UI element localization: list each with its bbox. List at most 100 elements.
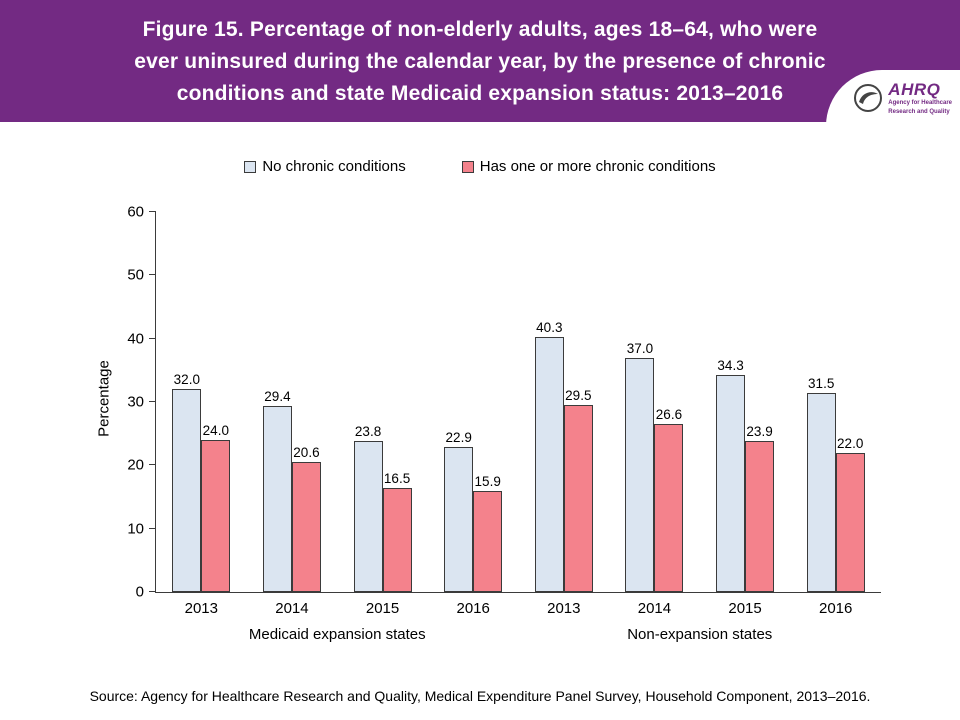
bar-value-label: 16.5 xyxy=(383,470,411,486)
bar-column: 22.9 xyxy=(444,212,474,592)
bar-column: 23.8 xyxy=(353,212,383,592)
bar-groups: 32.0 24.0 29.4 20.6 23.8 16.5 22.9 15.9 40.3 29.5… xyxy=(156,212,881,592)
header-band: Figure 15. Percentage of non-elderly adu… xyxy=(0,0,960,126)
bar-group: 31.5 22.0 xyxy=(806,212,865,592)
y-tick-mark xyxy=(149,211,156,212)
figure-title-line-1: Figure 15. Percentage of non-elderly adu… xyxy=(142,18,818,41)
bar-column: 34.3 xyxy=(716,212,746,592)
x-axis-group-labels: Medicaid expansion states Non-expansion s… xyxy=(156,626,881,643)
y-tick-label: 40 xyxy=(127,330,144,348)
bar xyxy=(563,405,593,592)
bar-group: 34.3 23.9 xyxy=(716,212,775,592)
figure-title-line-2: ever uninsured during the calendar year,… xyxy=(134,50,826,73)
y-tick-mark xyxy=(149,591,156,592)
bar-value-label: 22.9 xyxy=(445,429,472,445)
bar xyxy=(473,491,503,592)
ahrq-logo-text: AHRQ Agency for Healthcare Research and … xyxy=(888,81,952,116)
y-tick-mark xyxy=(149,464,156,466)
bar-group: 32.0 24.0 xyxy=(172,212,231,592)
legend-label-no-chronic: No chronic conditions xyxy=(262,158,406,175)
y-tick-mark xyxy=(149,527,156,529)
y-tick-label: 50 xyxy=(127,266,144,284)
bar-column: 15.9 xyxy=(473,212,503,592)
bar-value-label: 32.0 xyxy=(173,372,200,388)
bar-column: 16.5 xyxy=(382,212,412,592)
bar-column: 24.0 xyxy=(201,212,231,592)
bar xyxy=(835,452,865,592)
bar xyxy=(291,461,321,592)
ahrq-wordmark: AHRQ xyxy=(888,79,941,99)
bar-value-label: 23.9 xyxy=(746,423,773,439)
bar xyxy=(625,357,655,592)
bar-value-label: 23.8 xyxy=(354,424,382,440)
bar-column: 29.4 xyxy=(262,212,292,592)
hhs-eagle-icon xyxy=(854,84,883,112)
bar-value-label: 34.3 xyxy=(717,357,744,373)
bar xyxy=(716,374,746,592)
bar xyxy=(444,446,474,592)
bar xyxy=(201,440,231,592)
figure-title-line-3: conditions and state Medicaid expansion … xyxy=(176,82,784,105)
y-tick-mark xyxy=(149,401,156,402)
bar-value-label: 29.5 xyxy=(565,388,592,404)
bar-value-label: 26.6 xyxy=(655,406,683,422)
chart-legend: No chronic conditions Has one or more ch… xyxy=(0,158,960,175)
y-tick-label: 20 xyxy=(127,456,144,474)
bar-value-label: 20.6 xyxy=(293,444,320,460)
x-tick-label: 2014 xyxy=(637,600,672,617)
y-axis-title: Percentage xyxy=(95,360,113,437)
legend-item-no-chronic: No chronic conditions xyxy=(244,158,406,175)
bar-column: 26.6 xyxy=(654,212,684,592)
bar-group: 23.8 16.5 xyxy=(353,212,412,592)
x-tick-label: 2013 xyxy=(547,600,581,617)
y-tick-mark xyxy=(149,337,156,339)
bar xyxy=(654,423,684,592)
bar-column: 32.0 xyxy=(172,212,202,592)
x-tick-label: 2014 xyxy=(275,600,309,617)
ahrq-tagline-2: Research and Quality xyxy=(888,108,950,115)
bar-group: 29.4 20.6 xyxy=(262,212,321,592)
y-tick-label: 30 xyxy=(127,393,144,411)
bar-value-label: 40.3 xyxy=(536,319,563,335)
bar-column: 31.5 xyxy=(806,212,836,592)
legend-item-has-chronic: Has one or more chronic conditions xyxy=(461,158,716,175)
bar xyxy=(172,389,202,592)
bar-group: 22.9 15.9 xyxy=(444,212,503,592)
bar-column: 20.6 xyxy=(291,212,321,592)
bar-value-label: 22.0 xyxy=(837,435,864,451)
x-group-label: Non-expansion states xyxy=(627,626,773,643)
x-tick-label: 2015 xyxy=(728,600,762,617)
bar-value-label: 24.0 xyxy=(202,423,229,438)
source-note: Source: Agency for Healthcare Research a… xyxy=(89,688,871,704)
plot-area: 0 10 20 30 40 50 60 32.0 24.0 29.4 20.6 23.8 16.5 22… xyxy=(127,204,881,643)
bar-group: 40.3 29.5 xyxy=(534,212,593,592)
y-tick-label: 10 xyxy=(127,520,144,538)
bar-group: 37.0 26.6 xyxy=(625,212,684,592)
bar-column: 23.9 xyxy=(745,212,775,592)
bar-column: 29.5 xyxy=(563,212,593,592)
bar-value-label: 37.0 xyxy=(626,340,654,356)
bar xyxy=(534,336,564,592)
legend-label-has-chronic: Has one or more chronic conditions xyxy=(479,158,716,175)
bar xyxy=(806,392,836,592)
bar-value-label: 31.5 xyxy=(808,375,835,391)
ahrq-tagline-1: Agency for Healthcare xyxy=(888,99,952,106)
bar-value-label: 29.4 xyxy=(264,388,291,404)
x-tick-label: 2013 xyxy=(184,600,218,617)
y-tick-label: 60 xyxy=(127,203,144,221)
bar-column: 40.3 xyxy=(534,212,564,592)
x-tick-label: 2016 xyxy=(456,600,490,617)
bar-column: 22.0 xyxy=(835,212,865,592)
bar-value-label: 15.9 xyxy=(474,474,501,490)
x-axis-labels: 2013 2014 2015 2016 2013 2014 2015 2016 xyxy=(156,600,881,617)
legend-swatch-no-chronic xyxy=(244,160,257,173)
y-tick-label: 0 xyxy=(135,583,144,601)
x-tick-label: 2016 xyxy=(819,600,853,617)
legend-swatch-has-chronic xyxy=(461,160,474,173)
bar xyxy=(745,440,775,592)
bar xyxy=(382,487,412,592)
y-tick-mark xyxy=(149,274,156,276)
bar xyxy=(262,405,292,592)
bar-column: 37.0 xyxy=(625,212,655,592)
